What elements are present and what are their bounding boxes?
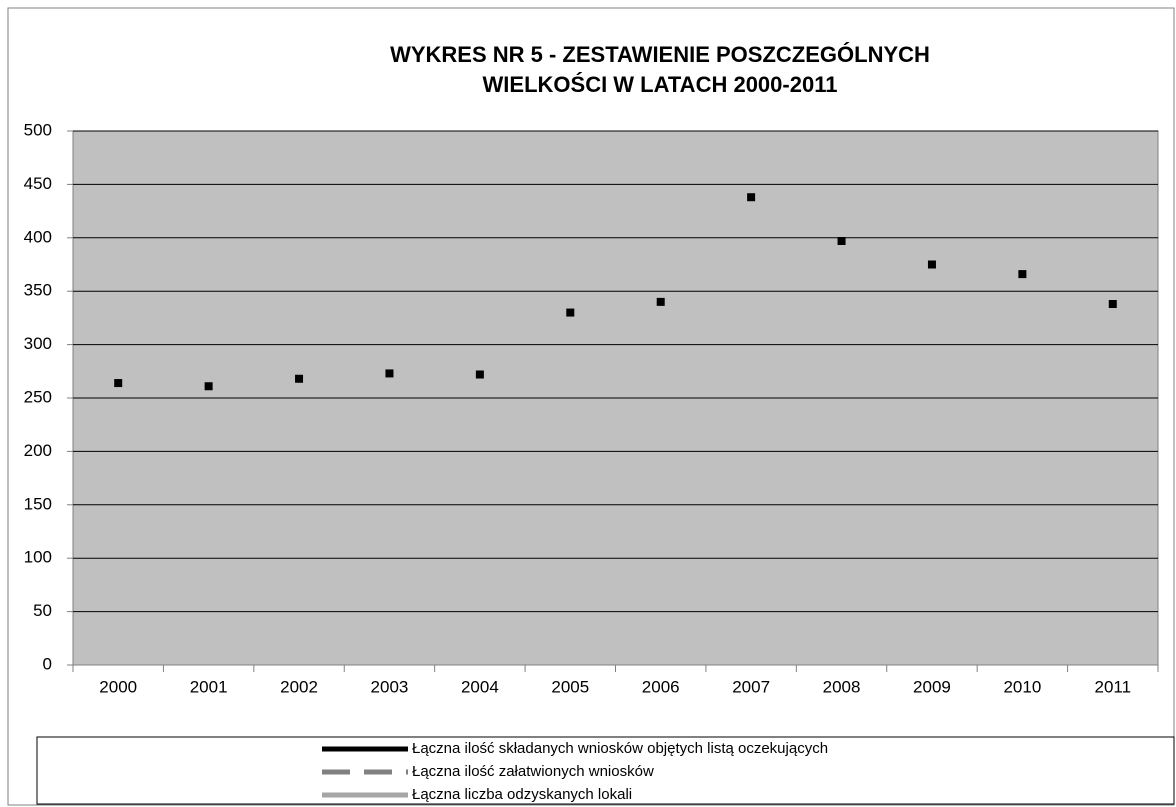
y-tick-label: 100 xyxy=(24,548,52,567)
x-tick-label: 2009 xyxy=(913,677,951,696)
y-tick-label: 400 xyxy=(24,227,52,246)
x-tick-label: 2004 xyxy=(461,677,499,696)
series-marker xyxy=(475,370,484,379)
series-marker xyxy=(747,193,756,202)
series-marker xyxy=(385,369,394,378)
legend-box xyxy=(36,736,1175,805)
chart-title: WYKRES NR 5 - ZESTAWIENIE POSZCZEGÓLNYCH xyxy=(390,42,930,67)
y-tick-label: 500 xyxy=(24,120,52,139)
x-tick-label: 2006 xyxy=(642,677,680,696)
y-tick-label: 150 xyxy=(24,494,52,513)
series-marker xyxy=(927,260,936,269)
y-tick-label: 250 xyxy=(24,387,52,406)
series-marker xyxy=(837,237,846,246)
x-tick-label: 2011 xyxy=(1095,677,1132,696)
series-marker xyxy=(295,374,304,383)
legend-label: Łączna liczba odzyskanych lokali xyxy=(412,786,632,803)
legend-label: Łączna ilość składanych wniosków objętyc… xyxy=(412,740,828,757)
y-tick-label: 350 xyxy=(24,281,52,300)
series-marker xyxy=(1018,270,1027,279)
series-marker xyxy=(566,308,575,317)
x-tick-label: 2005 xyxy=(551,677,589,696)
y-tick-label: 50 xyxy=(33,601,52,620)
x-tick-label: 2003 xyxy=(371,677,409,696)
series-marker xyxy=(204,382,213,391)
series-marker xyxy=(114,379,123,388)
series-marker xyxy=(656,297,665,306)
x-tick-label: 2008 xyxy=(823,677,861,696)
chart-title: WIELKOŚCI W LATACH 2000-2011 xyxy=(483,72,838,97)
x-tick-label: 2001 xyxy=(190,677,228,696)
y-tick-label: 300 xyxy=(24,334,52,353)
y-tick-label: 200 xyxy=(24,441,52,460)
x-tick-label: 2000 xyxy=(99,677,137,696)
legend-label: Łączna ilość załatwionych wniosków xyxy=(412,763,654,780)
x-tick-label: 2010 xyxy=(1003,677,1041,696)
x-tick-label: 2007 xyxy=(732,677,770,696)
y-tick-label: 0 xyxy=(43,654,52,673)
series-marker xyxy=(1108,300,1117,309)
y-tick-label: 450 xyxy=(24,174,52,193)
x-tick-label: 2002 xyxy=(280,677,318,696)
